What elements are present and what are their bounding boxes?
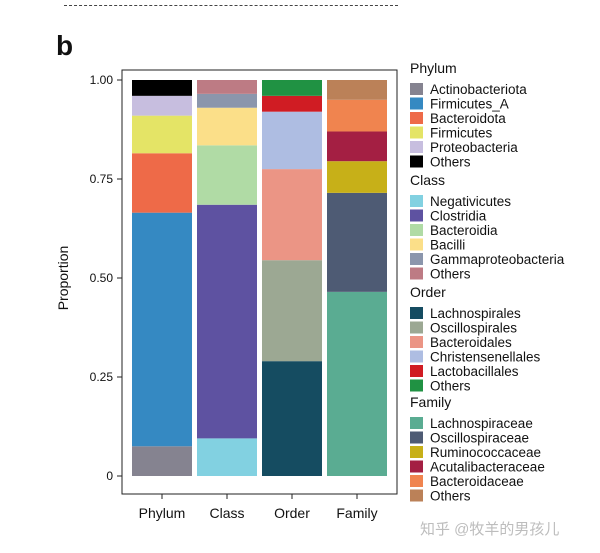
- bar-segment: [262, 80, 322, 96]
- legend-swatch: [410, 112, 423, 124]
- legend-swatch: [410, 141, 423, 153]
- legend-swatch: [410, 209, 423, 222]
- legend-swatch: [410, 336, 423, 348]
- y-tick-label: 0.50: [90, 271, 114, 285]
- y-tick-label: 0.75: [90, 172, 114, 186]
- legend-swatch: [410, 365, 423, 377]
- legend-title: Phylum: [410, 60, 457, 76]
- x-tick-label: Phylum: [139, 505, 186, 521]
- bar-segment: [327, 99, 387, 132]
- legend-label: Bacilli: [430, 238, 465, 253]
- x-tick-label: Family: [336, 505, 377, 521]
- bar-segment: [262, 95, 322, 112]
- bar-segment: [262, 111, 322, 170]
- watermark: 知乎 @牧羊的男孩儿: [420, 521, 560, 538]
- bar-segment: [262, 260, 322, 362]
- legend-label: Bacteroidaceae: [430, 474, 524, 489]
- legend-swatch: [410, 350, 423, 363]
- bar-segment: [197, 80, 257, 94]
- legend-label: Lactobacillales: [430, 364, 519, 379]
- legend-swatch: [410, 417, 423, 429]
- bar-segment: [132, 95, 192, 116]
- bar-segment: [197, 107, 257, 146]
- legend-label: Gammaproteobacteria: [430, 252, 565, 267]
- legend-swatch: [410, 460, 423, 473]
- legend-label: Bacteroidales: [430, 335, 512, 350]
- y-axis-label: Proportion: [55, 246, 71, 311]
- legend-label: Others: [430, 379, 471, 394]
- legend-swatch: [410, 431, 423, 444]
- legend-swatch: [410, 155, 423, 168]
- bar-segment: [197, 204, 257, 439]
- bar-segment: [327, 161, 387, 193]
- legend-label: Lachnospiraceae: [430, 416, 533, 431]
- legend-swatch: [410, 224, 423, 236]
- legend-label: Firmicutes: [430, 126, 493, 141]
- y-tick-label: 0.25: [90, 370, 114, 384]
- bar-segment: [262, 169, 322, 261]
- bars: [132, 80, 387, 476]
- bar-segment: [132, 115, 192, 154]
- bar-segment: [132, 153, 192, 213]
- bar-segment: [132, 80, 192, 96]
- legend-swatch: [410, 97, 423, 110]
- bar-segment: [327, 131, 387, 162]
- top-dashed-border: [64, 0, 398, 6]
- legend-swatch: [410, 489, 423, 502]
- bar-segment: [262, 361, 322, 476]
- legend-swatch: [410, 126, 423, 139]
- legend-label: Clostridia: [430, 209, 487, 224]
- legend-swatch: [410, 83, 423, 95]
- axes: 0 0.25 0.50 0.75 1.00 Proportion Phylum Class Or…: [55, 69, 398, 521]
- bar-segment: [327, 291, 387, 476]
- legend-label: Firmicutes_A: [430, 97, 509, 112]
- legend-swatch: [410, 267, 423, 280]
- legend-label: Proteobacteria: [430, 140, 518, 155]
- legend-title: Order: [410, 284, 446, 300]
- plot-frame: [121, 69, 398, 495]
- legend-label: Oscillospirales: [430, 321, 517, 336]
- legend-swatch: [410, 475, 423, 487]
- legend-swatch: [410, 321, 423, 334]
- bar-segment: [197, 93, 257, 108]
- legend-label: Acutalibacteraceae: [430, 460, 545, 475]
- legend-label: Ruminococcaceae: [430, 445, 541, 460]
- legend-label: Others: [430, 155, 471, 170]
- legend-label: Lachnospirales: [430, 306, 521, 321]
- legend-label: Christensenellales: [430, 350, 541, 365]
- legend-label: Others: [430, 267, 471, 282]
- y-tick-label: 1.00: [90, 73, 114, 87]
- bar-segment: [132, 212, 192, 447]
- legend-label: Others: [430, 489, 471, 504]
- bar-segment: [197, 145, 257, 205]
- legend-swatch: [410, 195, 423, 207]
- legend-label: Negativicutes: [430, 194, 511, 209]
- bar-segment: [327, 80, 387, 100]
- legend-swatch: [410, 238, 423, 251]
- legend-swatch: [410, 307, 423, 319]
- legend-label: Actinobacteriota: [430, 82, 527, 97]
- x-tick-label: Class: [209, 505, 244, 521]
- legend-swatch: [410, 253, 423, 265]
- legend-label: Oscillospiraceae: [430, 431, 529, 446]
- legend-swatch: [410, 379, 423, 392]
- legend-title: Class: [410, 172, 445, 188]
- panel-label: b: [56, 30, 74, 61]
- legend: PhylumActinobacteriotaFirmicutes_ABacter…: [410, 60, 565, 504]
- x-tick-label: Order: [274, 505, 310, 521]
- bar-segment: [197, 438, 257, 476]
- y-tick-label: 0: [106, 469, 113, 483]
- legend-title: Family: [410, 394, 451, 410]
- bar-segment: [327, 192, 387, 292]
- legend-swatch: [410, 446, 423, 458]
- legend-label: Bacteroidota: [430, 111, 506, 126]
- bar-segment: [132, 446, 192, 476]
- legend-label: Bacteroidia: [430, 223, 498, 238]
